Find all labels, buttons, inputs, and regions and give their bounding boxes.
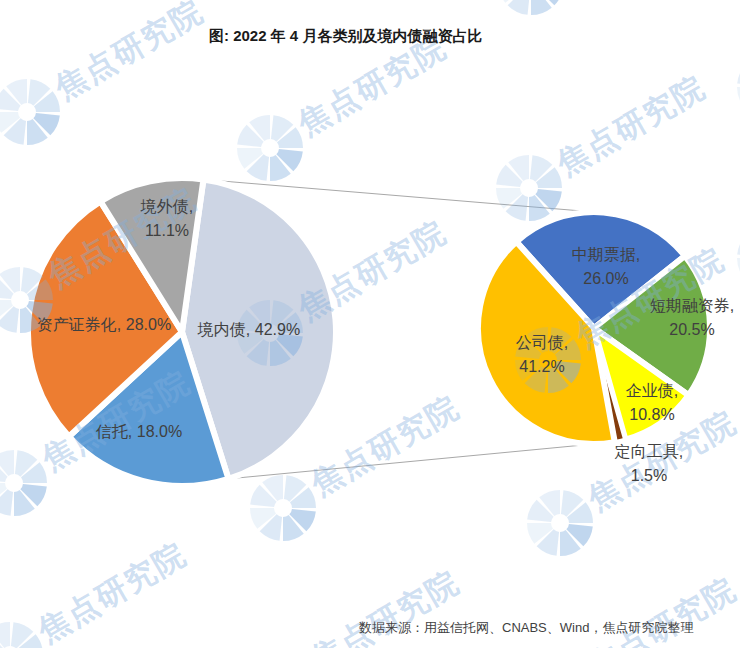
report-page: { "title": "图: 2022 年 4 月各类别及境内债融资占比", "…	[0, 0, 740, 648]
chart-title: 图: 2022 年 4 月各类别及境内债融资占比	[209, 27, 482, 46]
pie-of-pie-chart	[0, 0, 740, 648]
source-note: 数据来源：用益信托网、CNABS、Wind，焦点研究院整理	[359, 619, 693, 637]
